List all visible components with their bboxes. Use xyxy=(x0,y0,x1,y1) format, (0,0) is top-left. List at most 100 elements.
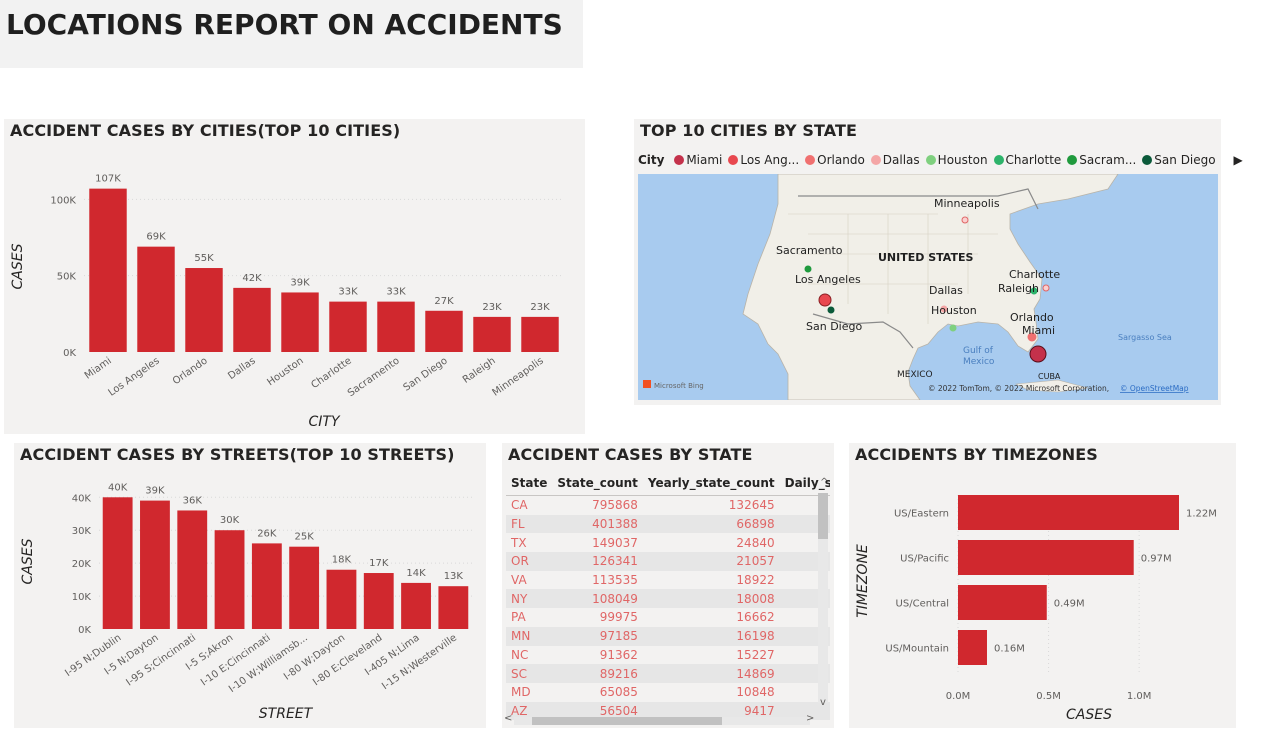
table-cell: 91362 xyxy=(599,647,638,662)
table-cell: 21057 xyxy=(642,552,780,571)
horizontal-scroll-thumb[interactable] xyxy=(532,717,722,725)
bar-us-pacific[interactable] xyxy=(958,540,1134,575)
legend-item-label[interactable]: Sacram... xyxy=(1079,153,1137,167)
table-row[interactable]: OR 126341 21057 xyxy=(506,552,830,571)
column-header-state[interactable]: State xyxy=(506,471,553,496)
bar-us-mountain[interactable] xyxy=(958,630,987,665)
map-label-los-angeles: Los Angeles xyxy=(795,273,861,286)
table-cell: VA xyxy=(511,573,527,588)
map-title: TOP 10 CITIES BY STATE xyxy=(640,121,858,140)
bar-orlando[interactable] xyxy=(185,268,223,352)
cities-chart-panel: ACCIDENT CASES BY CITIES(TOP 10 CITIES) … xyxy=(4,119,585,434)
map-point-minneapolis[interactable] xyxy=(961,216,969,224)
data-label: 40K xyxy=(108,482,128,493)
map-label-san-diego: San Diego xyxy=(806,320,862,333)
x-tick-label: I-95 S;Cincinnati xyxy=(124,632,198,688)
table-cell xyxy=(779,552,830,571)
bar-us-eastern[interactable] xyxy=(958,495,1179,530)
bar-us-central[interactable] xyxy=(958,585,1047,620)
map-point-dallas[interactable] xyxy=(940,305,948,313)
state-borders xyxy=(788,213,998,324)
table-cell: 108049 xyxy=(552,589,643,609)
horizontal-scrollbar[interactable] xyxy=(514,717,810,725)
column-header-yearly-state-count[interactable]: Yearly_state_count xyxy=(642,471,780,496)
map-label-raleigh: Raleigh xyxy=(998,282,1039,295)
x-axis-title: STREET xyxy=(259,706,314,722)
x-tick-label: Minneapolis xyxy=(491,355,546,398)
legend-item-label[interactable]: Charlotte xyxy=(1005,153,1062,167)
legend-item-label[interactable]: Dallas xyxy=(882,153,920,167)
bar-minneapolis[interactable] xyxy=(521,316,559,352)
y-tick-label: 100K xyxy=(50,195,76,206)
table-cell: PA xyxy=(511,610,526,625)
bar-miami[interactable] xyxy=(89,188,127,352)
map-point-raleigh[interactable] xyxy=(1042,284,1050,292)
us-map[interactable]: Minneapolis Sacramento UNITED STATES Cha… xyxy=(638,174,1218,400)
table-cell: 126341 xyxy=(552,552,643,571)
state-table[interactable]: State State_count Yearly_state_count Daily_… xyxy=(506,471,830,731)
bar-i-80-w-dayton[interactable] xyxy=(326,569,357,629)
bar-i-405-n-lima[interactable] xyxy=(401,582,431,629)
vertical-scrollbar[interactable] xyxy=(818,493,828,703)
map-point-orlando[interactable] xyxy=(1027,332,1037,342)
map-point-miami[interactable] xyxy=(1029,345,1047,363)
bar-raleigh[interactable] xyxy=(473,316,511,352)
table-row[interactable]: MD 65085 10848 xyxy=(506,683,830,702)
column-header-state-count[interactable]: State_count xyxy=(552,471,643,496)
bar-i-10-e-cincinnati[interactable] xyxy=(251,543,282,629)
table-cell: AZ xyxy=(506,701,553,721)
bar-dallas[interactable] xyxy=(233,287,271,352)
map-point-sacramento[interactable] xyxy=(804,265,812,273)
table-cell xyxy=(779,514,830,534)
bar-houston[interactable] xyxy=(281,292,319,352)
table-cell: 15227 xyxy=(736,647,775,662)
legend-next-arrow-icon[interactable]: ▶ xyxy=(1233,153,1243,167)
scroll-down-icon[interactable]: v xyxy=(820,697,826,708)
table-row[interactable]: CA 795868 132645 xyxy=(506,496,830,515)
map-label-sargasso: Sargasso Sea xyxy=(1118,333,1172,342)
sort-up-icon[interactable]: ^ xyxy=(820,477,829,488)
table-row[interactable]: NY 108049 18008 xyxy=(506,589,830,609)
vertical-scroll-thumb[interactable] xyxy=(818,493,828,539)
legend-item-label[interactable]: Miami xyxy=(686,153,723,167)
legend-item-label[interactable]: Houston xyxy=(937,153,988,167)
bar-sacramento[interactable] xyxy=(377,301,415,352)
bar-los-angeles[interactable] xyxy=(137,246,175,352)
table-row[interactable]: NC 91362 15227 xyxy=(506,646,830,665)
data-label: 39K xyxy=(145,486,165,497)
table-row[interactable]: AZ 56504 9417 xyxy=(506,701,830,721)
bar-i-80-e-cleveland[interactable] xyxy=(363,573,394,629)
map-point-charlotte[interactable] xyxy=(1030,287,1038,295)
timezone-bar-chart: 0.0M 0.5M 1.0M US/Eastern 1.22M US/Pacific 0.9… xyxy=(855,495,1217,723)
legend-item-label[interactable]: Los Ang... xyxy=(740,153,800,167)
map-legend-title: City xyxy=(638,153,665,167)
bar-i-95-s-cincinnati[interactable] xyxy=(177,510,208,629)
osm-link[interactable]: © OpenStreetMap xyxy=(1120,384,1189,393)
bar-i-15-n-westerville[interactable] xyxy=(438,586,469,629)
x-tick-label: I-80 E;Cleveland xyxy=(311,632,384,688)
table-row[interactable]: PA 99975 16662 xyxy=(506,608,830,627)
x-tick-label: San Diego xyxy=(402,355,450,393)
data-label: 55K xyxy=(194,253,214,264)
map-point-los-angeles[interactable] xyxy=(818,293,832,307)
column-header-daily-sta[interactable]: Daily_sta xyxy=(779,471,830,496)
table-row[interactable]: FL 401388 66898 xyxy=(506,514,830,534)
table-row[interactable]: TX 149037 24840 xyxy=(506,533,830,552)
bar-i-10-w-williamsb-[interactable] xyxy=(289,546,320,629)
map-point-houston[interactable] xyxy=(949,324,957,332)
bar-i-5-n-dayton[interactable] xyxy=(140,500,170,629)
table-row[interactable]: MN 97185 16198 xyxy=(506,626,830,646)
bar-charlotte[interactable] xyxy=(329,301,367,352)
map-point-san-diego[interactable] xyxy=(827,306,835,314)
table-row[interactable]: SC 89216 14869 xyxy=(506,664,830,683)
bar-i-5-s-akron[interactable] xyxy=(214,530,245,629)
scroll-right-icon[interactable]: > xyxy=(806,713,815,724)
scroll-left-icon[interactable]: < xyxy=(504,713,513,724)
bar-i-95-n-dublin[interactable] xyxy=(102,497,133,629)
map-label-orlando: Orlando xyxy=(1010,311,1054,324)
table-row[interactable]: VA 113535 18922 xyxy=(506,571,830,590)
state-table-title: ACCIDENT CASES BY STATE xyxy=(508,445,753,464)
legend-item-label[interactable]: San Diego xyxy=(1154,153,1216,167)
bar-san-diego[interactable] xyxy=(425,310,463,352)
legend-item-label[interactable]: Orlando xyxy=(817,153,865,167)
